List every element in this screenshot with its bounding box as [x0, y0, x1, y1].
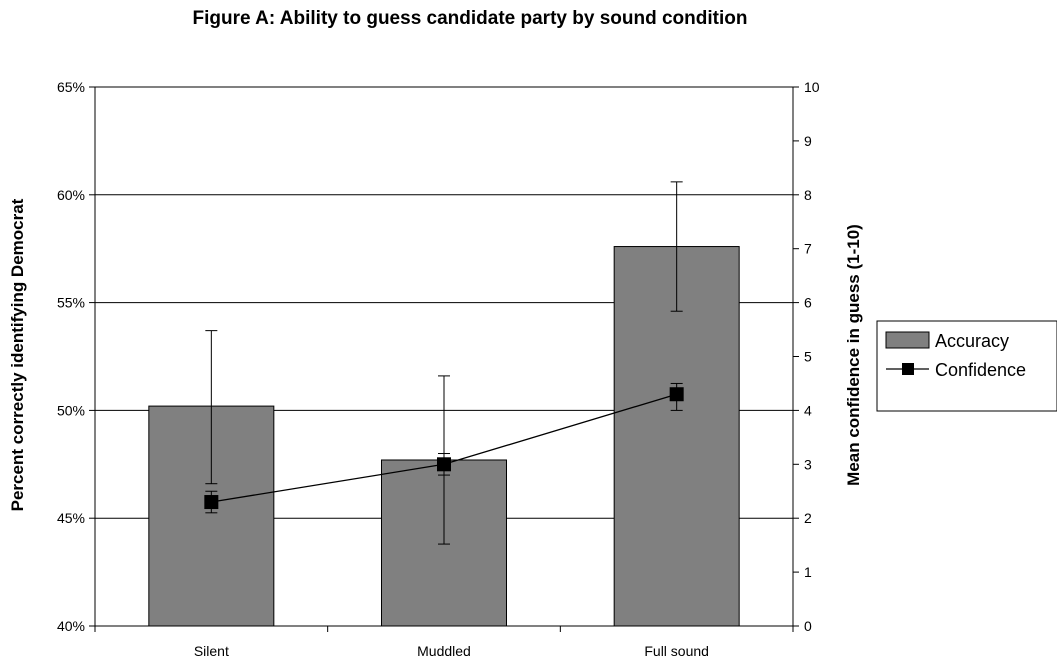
y-tick-label-right: 0 — [804, 618, 812, 634]
bar-error-bars — [205, 181, 683, 545]
y-tick-label-right: 1 — [804, 564, 812, 580]
x-tick-label: Silent — [194, 643, 229, 659]
confidence-line-layer — [204, 382, 684, 514]
x-axis-ticks: Silent Muddled Full sound — [94, 626, 794, 659]
y-tick-label-left: 50% — [57, 402, 85, 418]
left-axis-ticks: 40% 45% 50% 55% 60% 65% — [57, 79, 95, 634]
y-tick-label-right: 6 — [804, 295, 812, 311]
y-tick-label-right: 3 — [804, 456, 812, 472]
y-tick-label-right: 5 — [804, 349, 812, 365]
confidence-point — [669, 387, 684, 402]
y-tick-label-right: 8 — [804, 187, 812, 203]
y-tick-label-left: 65% — [57, 79, 85, 95]
y-tick-label-right: 9 — [804, 133, 812, 149]
legend-confidence-label: Confidence — [935, 360, 1026, 380]
x-tick-label: Full sound — [644, 643, 709, 659]
legend-confidence-marker — [902, 363, 914, 375]
y-tick-label-left: 45% — [57, 510, 85, 526]
right-axis-ticks: 0 1 2 3 4 5 6 7 8 9 10 — [793, 79, 820, 634]
y-tick-label-right: 2 — [804, 510, 812, 526]
chart-title: Figure A: Ability to guess candidate par… — [192, 8, 748, 29]
y-tick-label-right: 7 — [804, 241, 812, 257]
y-tick-label-left: 40% — [57, 618, 85, 634]
legend-accuracy-label: Accuracy — [935, 331, 1009, 351]
legend-accuracy-swatch — [885, 331, 930, 349]
y-axis-label-left: Percent correctly identifying Democrat — [8, 198, 27, 511]
y-tick-label-right: 4 — [804, 402, 812, 418]
y-tick-label-left: 60% — [57, 187, 85, 203]
confidence-point — [204, 495, 219, 510]
x-tick-label: Muddled — [417, 643, 471, 659]
y-axis-label-right: Mean confidence in guess (1-10) — [844, 224, 863, 486]
y-tick-label-right: 10 — [804, 79, 820, 95]
confidence-point — [437, 457, 451, 472]
legend: Accuracy Confidence — [876, 320, 1057, 412]
y-tick-label-left: 55% — [57, 295, 85, 311]
